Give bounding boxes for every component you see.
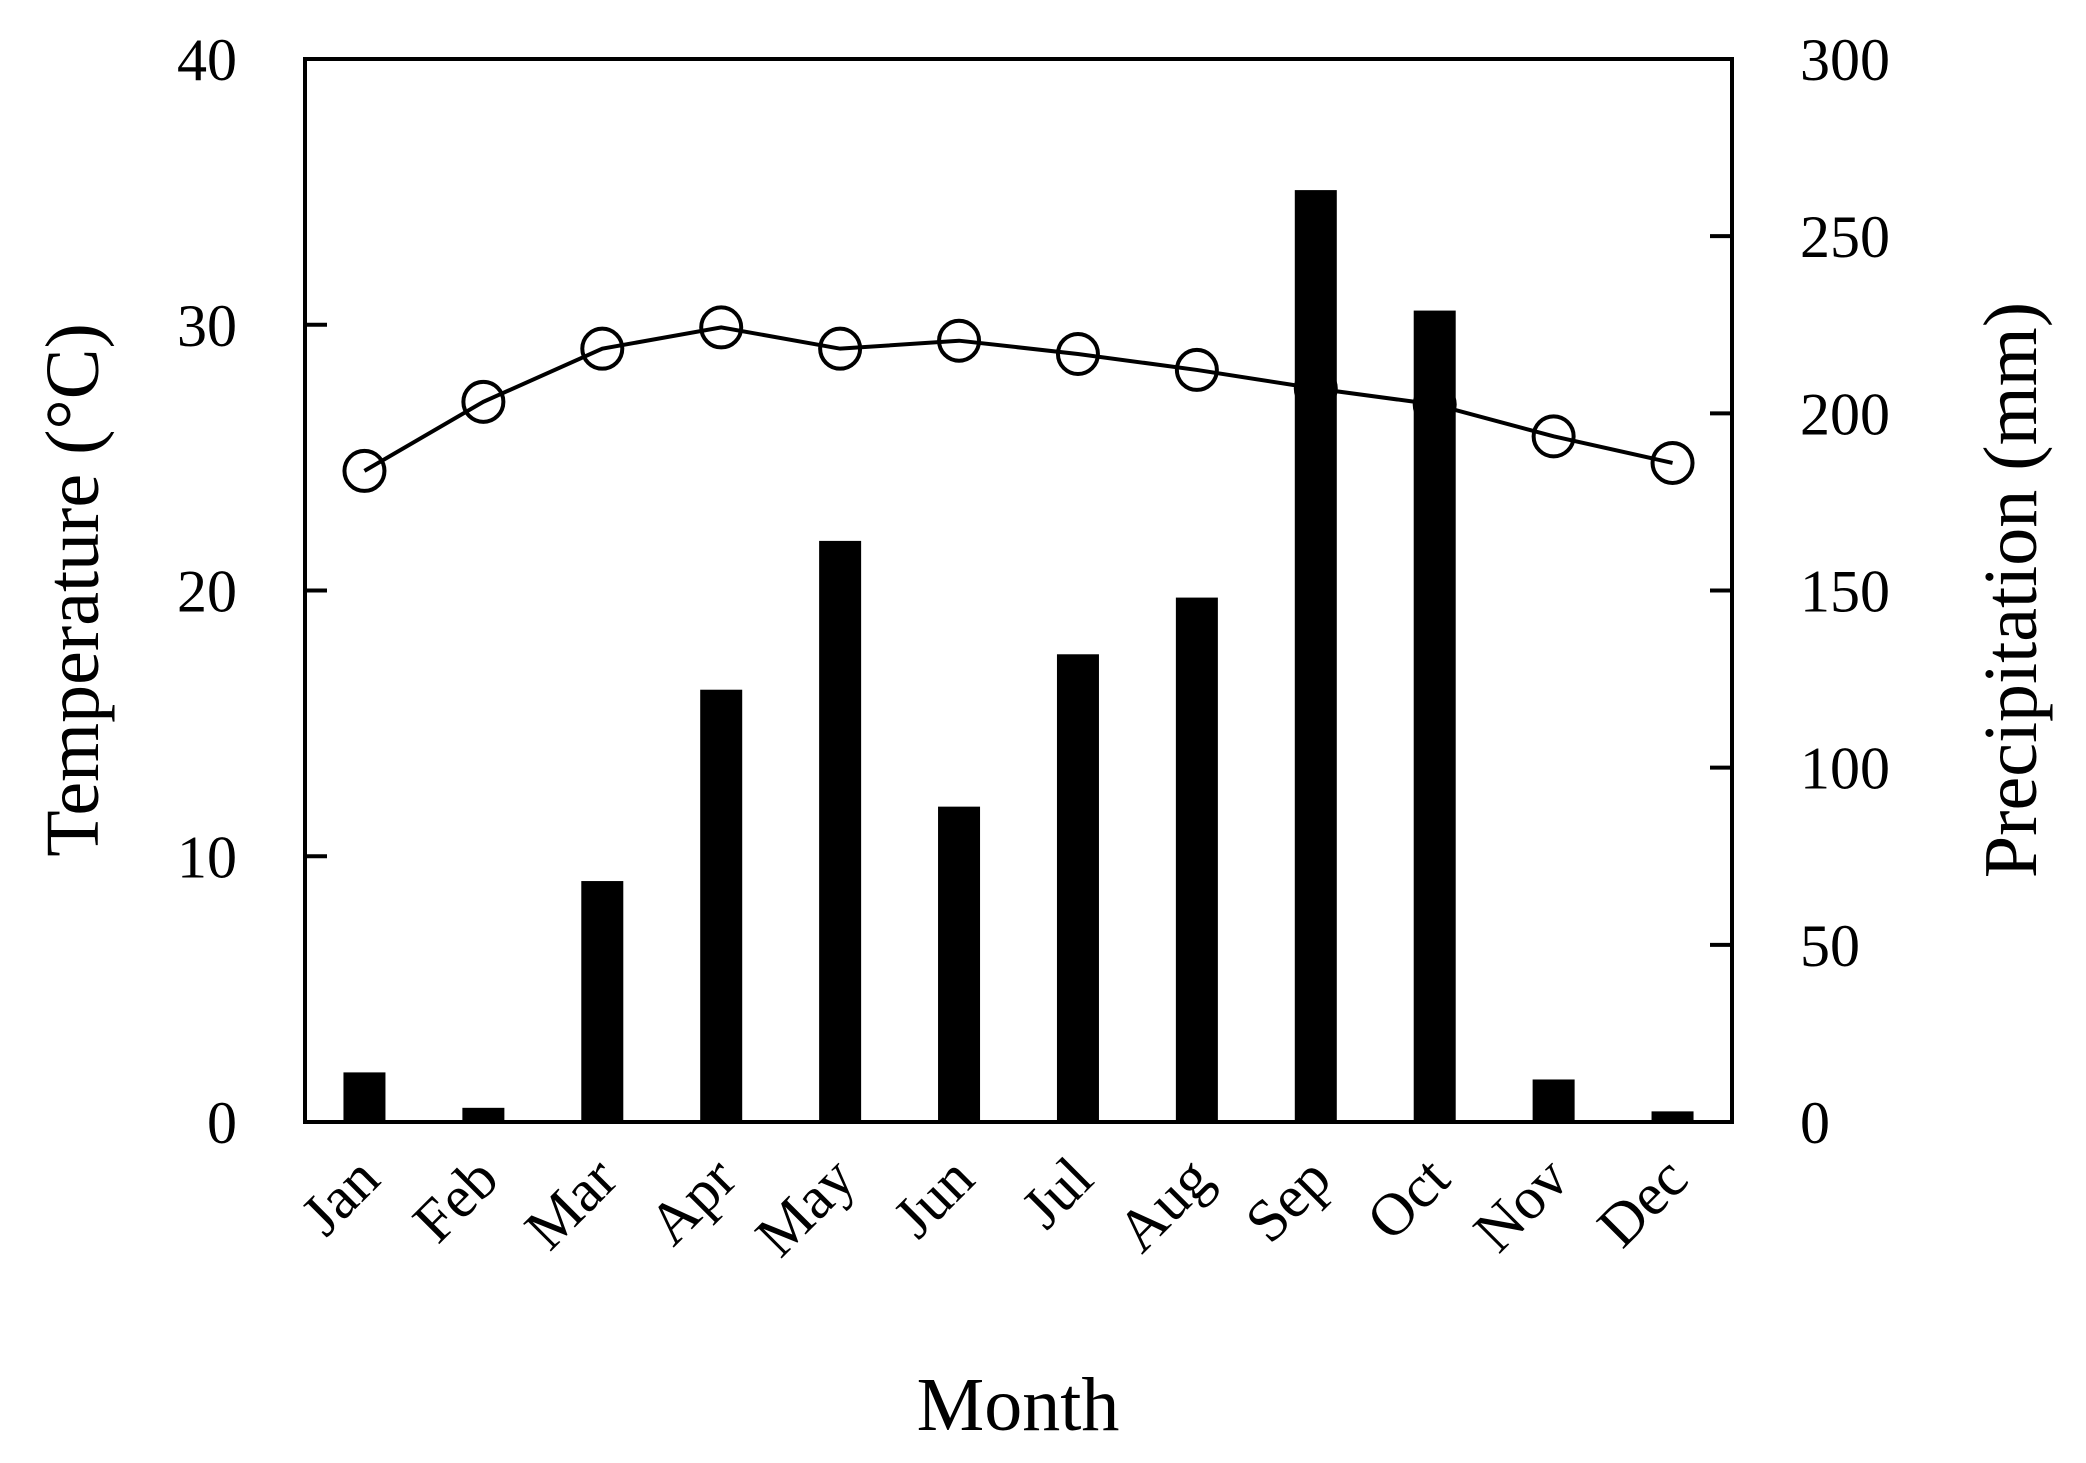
temperature-point-apr: [699, 305, 744, 350]
precipitation-bar-jul: [1056, 654, 1099, 1122]
precipitation-bar-aug: [1175, 597, 1218, 1122]
precipitation-bar-mar: [581, 881, 624, 1122]
precipitation-bar-nov: [1532, 1079, 1575, 1122]
right-tick-label: 150: [1800, 559, 1890, 625]
left-axis-ticks: 0 10 20 30 40: [177, 27, 327, 1156]
right-tick-label: 300: [1800, 27, 1890, 93]
precipitation-bar-dec: [1651, 1111, 1694, 1122]
right-axis-ticks: 0 50 100 150 200 250 300: [1710, 27, 1890, 1156]
precipitation-bars: [343, 190, 1694, 1122]
left-tick-label: 20: [177, 559, 237, 625]
temperature-point-nov: [1531, 414, 1576, 459]
temperature-line-layer: [342, 305, 1695, 493]
left-axis-title: Temperature (°C): [31, 323, 115, 857]
precipitation-bar-may: [819, 540, 862, 1122]
temperature-point-may: [818, 326, 863, 371]
right-tick-label: 0: [1800, 1090, 1830, 1156]
right-axis-title: Precipitation (mm): [1969, 302, 2053, 878]
temperature-point-mar: [580, 326, 625, 371]
precipitation-bar-apr: [700, 689, 743, 1122]
precipitation-bar-feb: [462, 1107, 505, 1122]
left-tick-label: 40: [177, 27, 237, 93]
precipitation-bar-oct: [1413, 310, 1456, 1122]
right-tick-label: 200: [1800, 381, 1890, 447]
temperature-point-oct: [1412, 382, 1457, 427]
precipitation-bar-jun: [938, 806, 981, 1122]
precipitation-bar-jan: [343, 1072, 386, 1122]
temperature-point-aug: [1174, 347, 1219, 392]
left-tick-label: 0: [207, 1090, 237, 1156]
right-tick-label: 50: [1800, 913, 1860, 979]
temperature-point-feb: [461, 379, 506, 424]
left-tick-label: 30: [177, 293, 237, 359]
right-tick-label: 100: [1800, 736, 1890, 802]
temperature-point-jul: [1055, 331, 1100, 376]
precipitation-bar-sep: [1294, 190, 1337, 1122]
temperature-point-dec: [1650, 440, 1695, 485]
temperature-point-jun: [937, 318, 982, 363]
temperature-point-sep: [1293, 366, 1338, 411]
left-tick-label: 10: [177, 824, 237, 890]
right-tick-label: 250: [1800, 204, 1890, 270]
temperature-point-jan: [342, 448, 387, 493]
x-axis-title: Month: [917, 1363, 1120, 1447]
